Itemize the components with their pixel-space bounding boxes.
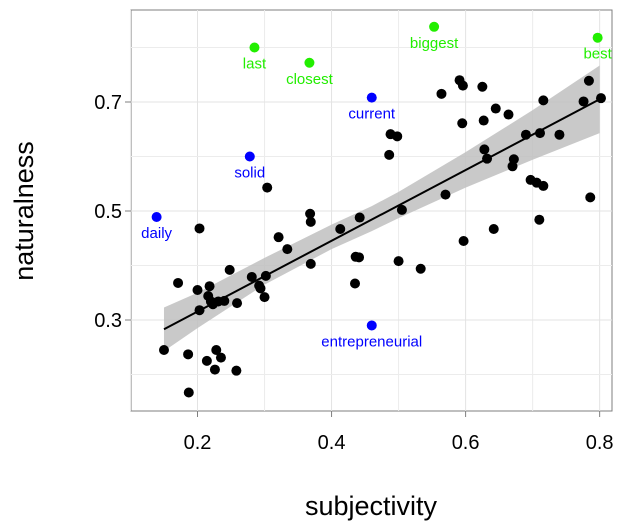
data-point [595,93,606,104]
y-tick-label: 0.5 [94,201,122,223]
data-point [538,180,549,191]
data-point [578,96,589,107]
data-point [458,235,469,246]
y-tick-label: 0.7 [94,92,122,114]
data-point [520,129,531,140]
data-point [478,115,489,126]
data-point [384,149,395,160]
data-point [396,204,407,215]
data-point [246,271,257,282]
data-point [354,212,365,223]
data-point [392,131,403,142]
data-point [204,281,215,292]
data-point [158,344,169,355]
data-point [232,298,243,309]
axes: 0.2 0.4 0.6 0.8 0.3 0.5 0.7 [94,92,613,454]
confidence-band-area [163,65,600,352]
data-point [211,344,222,355]
data-point [479,144,490,155]
labeled-point-closest [304,57,315,68]
data-point [503,109,514,120]
labeled-point-best [592,32,603,43]
data-point [538,95,549,106]
data-point [482,153,493,164]
data-point [262,182,273,193]
data-point [273,232,284,243]
point-label-biggest: biggest [410,35,459,52]
x-tick-label: 0.2 [184,432,212,454]
x-tick-label: 0.4 [318,432,346,454]
data-point [282,244,293,255]
data-point [436,88,447,99]
data-point [354,252,365,263]
y-axis-title: naturalness [9,141,39,281]
data-point [393,256,404,267]
data-point [215,352,226,363]
data-point [255,283,266,294]
data-point [554,129,565,140]
data-point [335,223,346,234]
point-label-entrepreneurial: entrepreneurial [321,333,422,350]
data-points [151,21,606,398]
data-point [201,355,212,366]
data-point [194,305,205,316]
data-point [224,264,235,275]
data-point [305,258,316,269]
point-label-current: current [348,106,396,123]
labeled-point-entrepreneurial [366,320,377,331]
data-point [440,189,451,200]
data-point [583,75,594,86]
data-point [183,349,194,360]
data-point [259,292,270,303]
point-label-last: last [243,56,267,73]
data-point [350,278,361,289]
y-tick-label: 0.3 [94,310,122,332]
data-point [192,285,203,296]
data-point [231,365,242,376]
data-point [260,270,271,281]
point-label-closest: closest [286,71,334,88]
labeled-point-solid [244,151,255,162]
data-point [534,214,545,225]
data-point [183,387,194,398]
data-point [415,263,426,274]
data-point [457,80,468,91]
data-point [219,295,230,306]
point-label-solid: solid [234,165,265,182]
data-point [490,103,501,114]
labeled-point-last [249,42,260,53]
data-point [194,223,205,234]
data-point [173,277,184,288]
data-point [209,364,220,375]
point-label-best: best [583,46,612,63]
point-label-daily: daily [141,225,172,242]
data-point [488,223,499,234]
confidence-band [163,65,600,352]
x-tick-label: 0.8 [586,432,614,454]
data-point [534,128,545,139]
labeled-point-biggest [429,21,440,32]
data-point [477,81,488,92]
labeled-point-daily [151,211,162,222]
x-axis-title: subjectivity [305,491,438,521]
grid-lines [129,10,612,411]
point-labels: daily solid current entrepreneurial last clos… [141,35,612,351]
labeled-point-current [366,92,377,103]
data-point [305,216,316,227]
data-point [305,208,316,219]
data-point [585,192,596,203]
data-point [508,154,519,165]
data-point [457,118,468,129]
x-tick-label: 0.6 [452,432,480,454]
